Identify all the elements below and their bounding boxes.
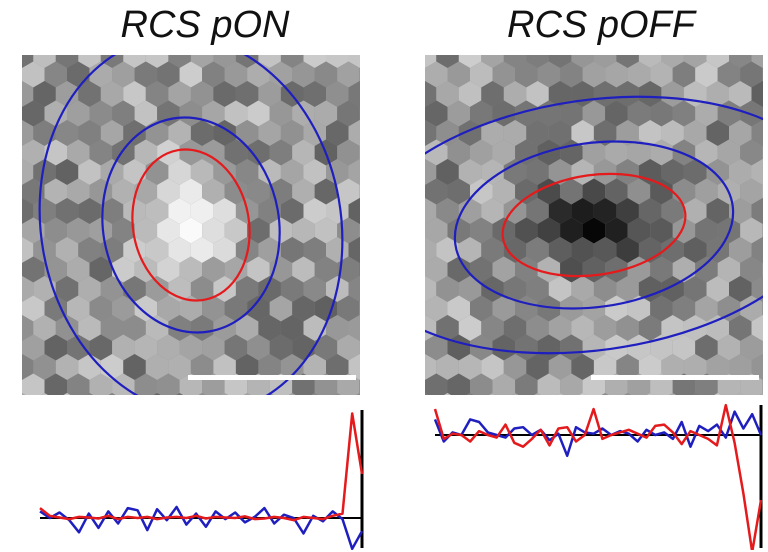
- receptive-field-map-poff: [425, 55, 763, 395]
- center-ellipse: [501, 172, 687, 278]
- hexagon-mosaic: [425, 55, 763, 395]
- center-ellipse: [131, 148, 251, 302]
- hexagon-mosaic: [22, 55, 360, 395]
- temporal-trace-poff: [433, 403, 763, 550]
- surround-inner-ellipse: [453, 140, 735, 310]
- panel-title-poff: RCS pOFF: [507, 4, 695, 46]
- surround-outer-ellipse: [38, 55, 344, 395]
- center-trace: [39, 412, 364, 522]
- surround-trace: [433, 410, 763, 458]
- panel-title-pon: RCS pON: [120, 4, 290, 46]
- surround-outer-ellipse: [425, 95, 763, 355]
- scale-bar: [188, 375, 356, 380]
- receptive-field-map-pon: [22, 55, 360, 395]
- center-trace: [433, 403, 763, 550]
- surround-inner-ellipse: [101, 116, 281, 334]
- temporal-trace-pon: [39, 410, 364, 550]
- scale-bar: [591, 375, 759, 380]
- surround-trace: [39, 505, 364, 550]
